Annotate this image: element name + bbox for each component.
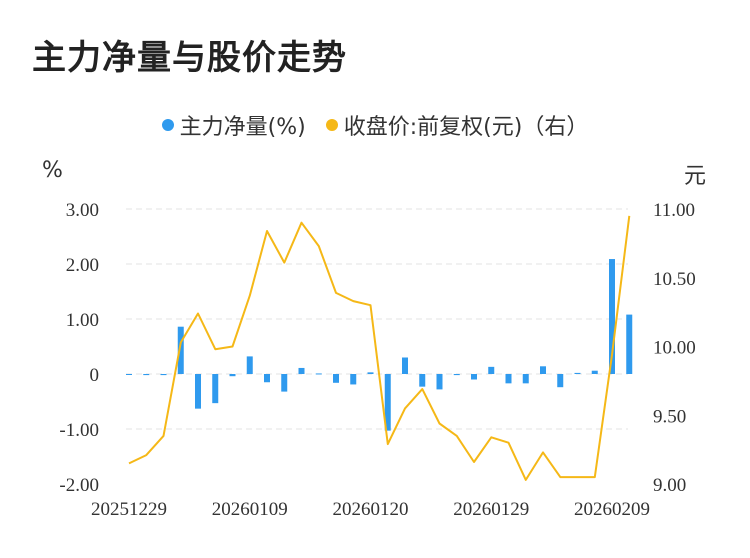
right-axis-unit: 元 bbox=[684, 164, 707, 189]
net-volume-bar bbox=[126, 374, 132, 375]
net-volume-bar bbox=[402, 357, 408, 374]
left-axis-unit: % bbox=[42, 158, 63, 183]
net-volume-bar bbox=[522, 374, 529, 384]
left-axis-tick-label: 3.00 bbox=[66, 200, 99, 221]
legend-marker-net-volume bbox=[161, 119, 174, 131]
net-volume-bar bbox=[505, 374, 512, 384]
net-volume-bar bbox=[591, 370, 598, 374]
legend-item-net-volume[interactable]: 主力净量(%) bbox=[161, 109, 306, 141]
x-axis-tick-label: 20260120 bbox=[333, 499, 409, 520]
net-volume-bar bbox=[160, 374, 167, 376]
net-volume-bar bbox=[177, 326, 184, 374]
right-axis-tick-label: 9.00 bbox=[653, 475, 686, 496]
left-axis-tick-label: -1.00 bbox=[59, 420, 99, 441]
net-volume-bar bbox=[488, 366, 495, 374]
legend-marker-close-price bbox=[325, 119, 338, 131]
net-volume-bar bbox=[333, 374, 339, 383]
right-axis-tick-label: 9.50 bbox=[653, 406, 686, 427]
left-axis-tick-label: 2.00 bbox=[66, 255, 99, 276]
net-volume-bar bbox=[384, 374, 391, 431]
net-volume-bar bbox=[626, 314, 633, 374]
right-axis-tick-label: 10.00 bbox=[653, 338, 696, 359]
close-price-line bbox=[128, 215, 631, 481]
net-volume-bar bbox=[453, 374, 460, 376]
left-axis-tick-label: 1.00 bbox=[66, 310, 99, 331]
net-volume-bar bbox=[436, 374, 443, 390]
left-axis-tick-label: 0 bbox=[90, 365, 100, 386]
net-volume-bar bbox=[246, 356, 253, 374]
legend-label-close-price: 收盘价:前复权(元)（右） bbox=[343, 115, 589, 140]
net-volume-bar bbox=[264, 374, 270, 383]
x-axis-tick-label: 20260209 bbox=[574, 499, 650, 520]
right-axis-tick-label: 11.00 bbox=[653, 200, 695, 221]
net-volume-bar bbox=[143, 374, 150, 376]
net-volume-bar bbox=[229, 374, 236, 377]
legend-label-net-volume: 主力净量(%) bbox=[179, 115, 306, 140]
net-volume-bar bbox=[540, 366, 546, 374]
net-volume-bar bbox=[557, 374, 564, 388]
legend-item-close-price[interactable]: 收盘价:前复权(元)（右） bbox=[325, 109, 589, 141]
left-axis-tick-label: -2.00 bbox=[59, 475, 99, 496]
net-volume-bar bbox=[609, 259, 615, 374]
x-axis-tick-label: 20260109 bbox=[212, 499, 288, 520]
legend: 主力净量(%) 收盘价:前复权(元)（右） bbox=[0, 110, 750, 140]
x-axis-tick-label: 20251229 bbox=[91, 499, 167, 520]
net-volume-bar bbox=[281, 374, 288, 392]
net-volume-bar bbox=[195, 374, 201, 409]
net-volume-bar bbox=[350, 374, 357, 385]
net-volume-bar bbox=[367, 372, 374, 374]
chart-title: 主力净量与股价走势 bbox=[32, 38, 347, 78]
x-axis-tick-label: 20260129 bbox=[453, 499, 529, 520]
net-volume-bar bbox=[471, 374, 477, 380]
net-volume-bar bbox=[574, 372, 581, 374]
net-volume-bar bbox=[298, 367, 305, 374]
net-volume-bar bbox=[419, 374, 426, 387]
net-volume-bar bbox=[212, 374, 219, 404]
right-axis-tick-label: 10.50 bbox=[653, 269, 696, 290]
net-volume-bar bbox=[315, 373, 322, 375]
